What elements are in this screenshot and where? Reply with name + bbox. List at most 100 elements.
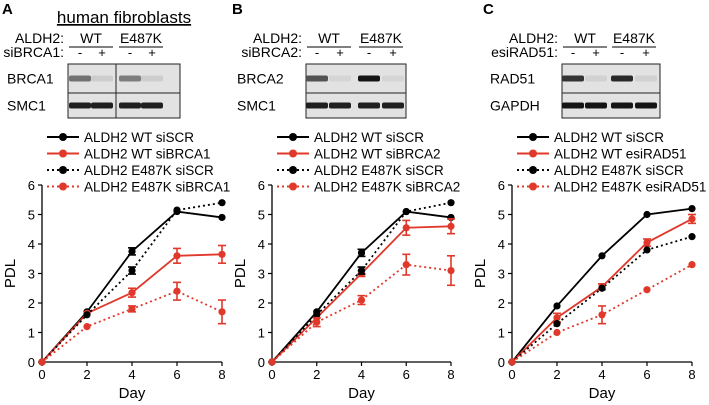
blot-band — [611, 75, 633, 82]
y-tick-label: 2 — [28, 296, 35, 311]
data-point — [313, 318, 321, 326]
legend-label: ALDH2 WT siSCR — [84, 130, 194, 145]
x-tick-label: 2 — [313, 367, 320, 382]
data-point — [83, 311, 91, 319]
x-tick-label: 2 — [83, 367, 90, 382]
y-tick-label: 3 — [28, 267, 35, 282]
series-line — [271, 263, 452, 363]
x-tick-label: 8 — [447, 367, 454, 382]
x-tick-label: 8 — [218, 367, 225, 382]
series-line — [511, 263, 693, 363]
panel-letter: B — [232, 1, 243, 18]
blot-band — [635, 102, 657, 109]
x-tick-label: 8 — [688, 367, 695, 382]
genotype-label: ALDH2: — [509, 30, 558, 46]
data-point — [402, 207, 410, 216]
data-point — [357, 296, 366, 304]
legend-marker — [529, 166, 537, 174]
legend-label: ALDH2 WT siBRCA1 — [84, 147, 211, 162]
blot-label: GAPDH — [490, 98, 540, 114]
genotype-name: E487K — [613, 30, 656, 46]
data-point — [688, 205, 696, 213]
panel-letter: A — [2, 1, 13, 18]
blot-band — [91, 75, 113, 82]
lane-sign: - — [571, 45, 575, 60]
legend-label: ALDH2 E487K esiRAD51 — [554, 180, 706, 195]
y-tick-label: 3 — [498, 267, 505, 282]
lane-sign: + — [592, 45, 600, 60]
legend-label: ALDH2 E487K siBRCA1 — [84, 180, 230, 195]
series-line — [41, 290, 223, 363]
blot-band — [635, 75, 657, 82]
blot-band — [329, 75, 351, 82]
genotype-label: ALDH2: — [253, 30, 302, 46]
data-point — [643, 246, 651, 254]
y-tick-label: 6 — [28, 178, 35, 193]
blot-band — [119, 75, 141, 82]
blot-band — [91, 102, 113, 109]
data-point — [357, 249, 366, 257]
blot-label: RAD51 — [490, 71, 535, 87]
data-point — [173, 287, 181, 295]
data-point — [688, 215, 696, 223]
y-tick-label: 1 — [258, 326, 265, 341]
x-tick-label: 4 — [598, 367, 605, 382]
genotype-name: E487K — [120, 30, 163, 46]
legend-marker — [289, 149, 297, 158]
blot-band — [611, 102, 633, 109]
genotype-name: WT — [80, 30, 102, 46]
x-tick-label: 4 — [128, 367, 135, 382]
blot-band — [141, 75, 163, 82]
data-point — [218, 199, 226, 207]
series-line — [271, 210, 452, 363]
data-point — [128, 247, 136, 255]
data-point — [218, 250, 226, 258]
blot-band — [585, 75, 607, 82]
treatment-label: esiRAD51: — [491, 44, 558, 60]
legend-label: ALDH2 E487K siSCR — [84, 163, 214, 178]
lane-sign: + — [148, 45, 156, 60]
x-tick-label: 0 — [508, 367, 515, 382]
y-tick-label: 4 — [28, 237, 35, 252]
y-tick-label: 2 — [498, 296, 505, 311]
genotype-label: ALDH2: — [15, 30, 64, 46]
blot-band — [329, 102, 351, 109]
data-point — [598, 252, 606, 260]
data-point — [402, 261, 410, 269]
data-point — [553, 314, 561, 322]
data-point — [643, 286, 651, 294]
legend-label: ALDH2 E487K siSCR — [314, 163, 444, 178]
y-tick-label: 5 — [28, 208, 35, 223]
data-point — [173, 206, 181, 214]
data-point — [218, 308, 226, 316]
legend-label: ALDH2 E487K siSCR — [554, 163, 684, 178]
lane-sign: + — [642, 45, 650, 60]
data-point — [643, 210, 651, 219]
data-point — [447, 199, 455, 207]
x-tick-label: 2 — [553, 367, 560, 382]
data-point — [643, 238, 651, 247]
series-line — [41, 201, 223, 363]
blot-label: BRCA2 — [237, 71, 284, 87]
data-point — [447, 266, 455, 275]
y-tick-label: 0 — [498, 355, 505, 370]
legend-label: ALDH2 WT siSCR — [314, 130, 424, 145]
legend-marker — [59, 166, 67, 174]
legend-marker — [289, 133, 297, 141]
genotype-name: E487K — [360, 30, 403, 46]
data-point — [313, 311, 321, 319]
blot-band — [358, 102, 380, 109]
data-point — [268, 358, 276, 366]
y-tick-label: 1 — [498, 326, 505, 341]
data-point — [218, 213, 226, 222]
x-tick-label: 0 — [268, 367, 275, 382]
legend-marker — [59, 133, 67, 141]
blot-band — [306, 102, 328, 109]
data-point — [688, 261, 696, 269]
y-tick-label: 3 — [258, 267, 265, 282]
data-point — [598, 311, 606, 319]
data-point — [173, 252, 181, 260]
x-tick-label: 6 — [643, 367, 650, 382]
data-point — [128, 305, 136, 313]
